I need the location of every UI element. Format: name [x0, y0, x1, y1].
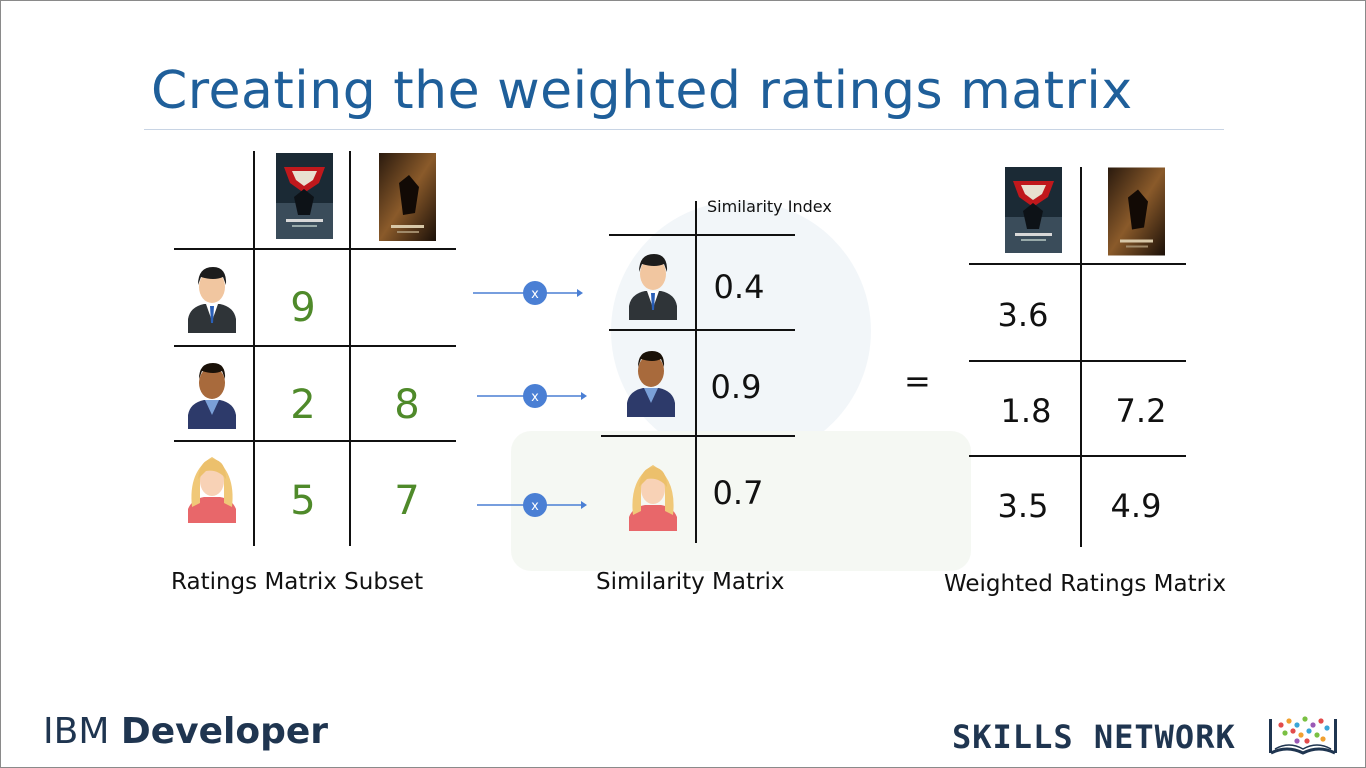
movie-poster-1 [1005, 166, 1062, 254]
man-suit-user-icon [188, 267, 236, 333]
weighted-matrix-caption: Weighted Ratings Matrix [944, 571, 1227, 597]
weighted-grid-line [969, 263, 1186, 265]
woman-blonde-user-icon [188, 457, 236, 523]
weighted-value: 3.6 [997, 296, 1049, 334]
ibm-developer-logo: IBM Developer [43, 714, 328, 750]
weighted-grid-line [1080, 167, 1082, 547]
skills-network-wordmark: SKILLS NETWORK [952, 718, 1236, 756]
skills-network-logo-icon [1269, 716, 1337, 755]
background-decoration [511, 201, 971, 571]
man-dark-skin-user-icon [188, 363, 236, 429]
similarity-value: 0.9 [710, 368, 762, 406]
ratings-grid-line [349, 151, 351, 546]
title-underline [144, 129, 1224, 130]
movie-poster-2 [379, 153, 436, 241]
similarity-grid-line [695, 201, 697, 543]
movie-poster-2 [1108, 167, 1165, 256]
similarity-grid-line [609, 329, 795, 331]
multiply-label: x [531, 390, 539, 405]
similarity-grid-line [609, 234, 795, 236]
multiply-operator-icon: x [477, 384, 587, 408]
slide-title: Creating the weighted ratings matrix [151, 61, 1133, 121]
equals-sign: = [904, 362, 931, 400]
ratings-grid-line [174, 248, 456, 250]
movie-poster-1 [276, 153, 333, 239]
brand-light: IBM [43, 711, 121, 752]
brand-bold: Developer [120, 711, 329, 752]
weighted-grid-line [969, 455, 1186, 457]
ratings-grid-line [174, 440, 456, 442]
rating-value: 7 [394, 478, 420, 524]
rating-value: 8 [394, 382, 420, 428]
woman-blonde-user-icon [629, 465, 677, 531]
ratings-grid-line [253, 151, 255, 546]
weighted-value: 4.9 [1110, 487, 1162, 525]
weighted-value: 7.2 [1115, 392, 1167, 430]
rating-value: 5 [290, 478, 316, 524]
multiply-label: x [531, 499, 539, 514]
rating-value: 9 [290, 285, 316, 331]
similarity-matrix-caption: Similarity Matrix [596, 569, 785, 595]
similarity-value: 0.4 [713, 268, 765, 306]
weighted-value: 1.8 [1000, 392, 1052, 430]
similarity-grid-line [601, 435, 795, 437]
multiply-label: x [531, 287, 539, 302]
ratings-matrix-caption: Ratings Matrix Subset [171, 569, 424, 595]
man-suit-user-icon [629, 254, 677, 320]
rating-value: 2 [290, 382, 316, 428]
weighted-grid-line [969, 360, 1186, 362]
similarity-index-header: Similarity Index [707, 197, 832, 216]
ratings-grid-line [174, 345, 456, 347]
weighted-value: 3.5 [997, 487, 1049, 525]
man-dark-skin-user-icon [627, 351, 675, 417]
multiply-operator-icon: x [477, 493, 587, 517]
similarity-value: 0.7 [712, 474, 764, 512]
multiply-operator-icon: x [473, 281, 583, 305]
